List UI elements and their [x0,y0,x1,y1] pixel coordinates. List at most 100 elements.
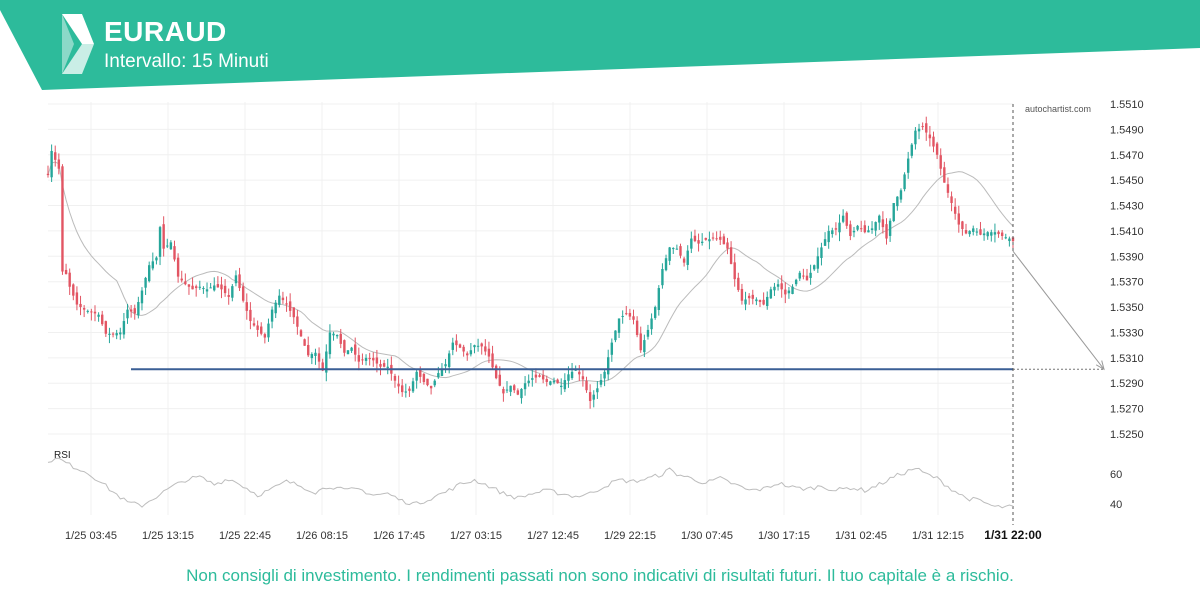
candle-body [274,302,277,314]
candle-body [332,333,335,336]
candle-body [375,357,379,364]
candle [632,309,635,325]
candle-body [925,123,928,133]
candle [841,209,845,224]
x-tick-label: 1/25 22:45 [219,530,271,542]
candle [802,268,805,280]
candle-body [531,378,534,380]
candle-body [505,389,509,391]
candle [549,380,552,386]
candle [451,337,454,356]
candle-body [841,215,845,222]
candle-body [581,376,585,380]
candle [653,305,657,320]
candle-body [126,309,129,319]
candle-body [451,342,454,350]
candle [354,337,357,362]
candle [415,369,418,389]
candle-body [943,167,946,183]
candle-body [354,344,357,355]
candle-body [972,228,975,232]
candle [249,302,252,330]
candle [809,264,812,285]
candle-body [820,247,823,259]
candle [68,268,71,295]
candle [794,278,798,287]
candle-body [129,309,133,312]
candle-body [744,299,747,305]
candle [838,214,841,242]
candle [700,233,704,246]
candle-body [484,346,487,352]
candle-body [1008,238,1011,242]
candle [1008,236,1011,247]
candle-body [834,228,838,230]
candle [903,172,906,192]
watermark-text: autochartist.com [1025,104,1091,114]
candle [982,228,986,241]
candle [997,230,1000,238]
candle-body [899,190,903,200]
candle-body [784,289,787,295]
candle-body [570,371,574,379]
candle [54,145,57,167]
candle [79,295,82,316]
candle [697,233,700,252]
x-tick-label: 1/26 17:45 [373,530,425,542]
candle [46,165,50,178]
candle [816,247,820,273]
candle-body [874,222,877,231]
candle-body [892,203,895,222]
candle [505,381,509,394]
candle [964,223,968,235]
candle [899,188,903,203]
candle-body [386,366,389,368]
candle-body [176,257,180,277]
candle-body [852,230,856,233]
candle [245,293,248,320]
candle [509,385,512,397]
candle [158,225,162,266]
candle-body [238,274,241,289]
y-axis-labels: 1.5510 1.5490 1.5470 1.5450 1.5430 1.5410 1.53… [1110,99,1144,441]
candle-body [700,241,704,244]
candle [953,198,957,220]
candle-body [487,348,491,357]
candle [769,286,773,299]
candle-body [426,378,429,386]
candle [878,214,881,230]
candle [270,306,274,329]
candle-body [68,272,71,287]
candle [906,151,910,179]
candle [314,348,317,365]
candle-body [928,134,932,139]
candle-body [54,152,57,160]
candle-body [661,269,664,286]
candle [227,288,230,305]
candle-body [614,330,617,341]
candle [541,369,545,384]
candle-body [303,339,306,346]
candle [90,308,93,321]
candle [766,291,769,310]
candle-body [180,278,183,281]
candle-body [881,219,885,228]
candle-body [906,158,910,173]
candle [361,353,364,365]
candle-body [133,308,136,314]
candle [372,352,375,367]
candle [126,303,129,324]
candle [173,240,176,262]
candle-body [343,340,346,353]
rsi-label: RSI [54,450,71,461]
candle-body [173,246,176,260]
candle-body [523,383,527,390]
candle-body [588,392,592,401]
candle [1000,230,1004,240]
candle-body [509,385,512,392]
candle [147,261,151,283]
candle-body [202,288,205,290]
candle-body [964,230,968,234]
candle [570,362,574,380]
candle-body [733,262,736,280]
